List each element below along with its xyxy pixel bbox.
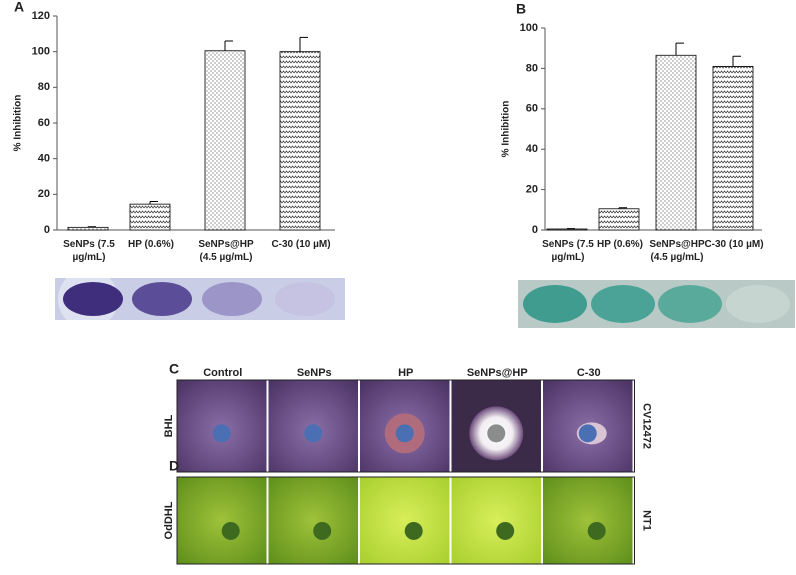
y-tick-label: 60 — [526, 103, 538, 115]
plate-photo — [543, 477, 633, 564]
panel-label: D — [169, 458, 179, 474]
bar — [205, 51, 245, 230]
disc — [405, 522, 423, 540]
disc — [313, 522, 331, 540]
x-tick-label: SeNPs (7.5 µg/mL) — [58, 238, 120, 264]
column-header: Control — [203, 367, 242, 379]
x-tick-label-box: C-30 (10 µM) — [703, 238, 765, 280]
y-tick-label: 0 — [532, 224, 538, 236]
row-label-right: NT1 — [641, 510, 653, 531]
bar — [130, 204, 170, 230]
disc — [213, 424, 231, 442]
y-axis-label: % Inhibition — [501, 101, 512, 158]
x-tick-label-box: HP (0.6%) — [589, 238, 651, 280]
y-tick-label: 20 — [526, 184, 538, 196]
bar — [68, 227, 108, 230]
bar — [656, 55, 696, 230]
y-tick-label: 80 — [38, 81, 50, 93]
plate-strip-b — [518, 280, 795, 328]
disc — [304, 424, 322, 442]
panel-label: A — [14, 0, 24, 15]
disc — [396, 424, 414, 442]
plate-photo — [269, 477, 359, 564]
disc — [496, 522, 514, 540]
x-tick-label-box: C-30 (10 µM) — [270, 238, 332, 280]
x-tick-label-box: SeNPs@HP (4.5 µg/mL) — [195, 238, 257, 280]
bar — [280, 52, 320, 230]
row-label-left: OdDHL — [163, 501, 175, 539]
column-header: C-30 — [577, 367, 601, 379]
x-tick-label: C-30 (10 µM) — [703, 238, 765, 251]
bar — [547, 229, 587, 230]
error-bar — [676, 43, 684, 55]
bar — [713, 66, 753, 230]
y-tick-label: 40 — [526, 143, 538, 155]
y-tick-label: 100 — [32, 46, 50, 58]
disc — [588, 522, 606, 540]
row-label-left: BHL — [163, 414, 175, 437]
error-bar — [225, 41, 233, 51]
photo-row — [177, 477, 633, 564]
photo-row — [177, 380, 633, 472]
panel-label: C — [169, 361, 179, 377]
x-tick-label: HP (0.6%) — [120, 238, 182, 251]
plate-photo — [452, 477, 542, 564]
plate-photo — [177, 477, 267, 564]
y-tick-label: 40 — [38, 153, 50, 165]
disc — [487, 424, 505, 442]
bar — [599, 209, 639, 230]
y-axis-label: % Inhibition — [13, 95, 24, 152]
y-tick-label: 0 — [44, 224, 50, 236]
column-header: HP — [398, 367, 413, 379]
x-tick-label: SeNPs@HP (4.5 µg/mL) — [195, 238, 257, 264]
column-header: SeNPs — [297, 367, 332, 379]
x-tick-label: HP (0.6%) — [589, 238, 651, 251]
error-bar — [150, 201, 158, 204]
x-tick-label-box: SeNPs (7.5 µg/mL) — [58, 238, 120, 280]
x-tick-label-box: HP (0.6%) — [120, 238, 182, 280]
error-bar — [733, 56, 741, 66]
error-bar — [88, 227, 96, 228]
y-tick-label: 60 — [38, 117, 50, 129]
error-bar — [300, 37, 308, 51]
panel-label: B — [516, 1, 526, 17]
column-header: SeNPs@HP — [467, 367, 528, 379]
row-label-right: CV12472 — [641, 403, 653, 449]
disc — [579, 424, 597, 442]
plate-photo — [360, 477, 450, 564]
y-tick-label: 20 — [38, 188, 50, 200]
x-tick-label: C-30 (10 µM) — [270, 238, 332, 251]
y-tick-label: 100 — [520, 22, 538, 34]
x-tick-label-box: SeNPs@HP (4.5 µg/mL) — [646, 238, 708, 280]
x-tick-label: SeNPs@HP (4.5 µg/mL) — [646, 238, 708, 264]
y-tick-label: 120 — [32, 10, 50, 22]
disc — [222, 522, 240, 540]
y-tick-label: 80 — [526, 62, 538, 74]
